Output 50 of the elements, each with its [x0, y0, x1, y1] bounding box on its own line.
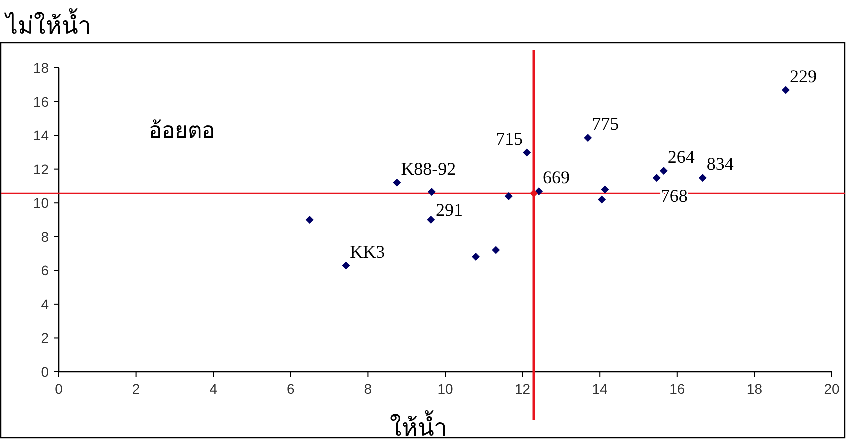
- x-tick-label: 10: [438, 381, 454, 397]
- y-tick-label: 4: [41, 296, 50, 312]
- x-tick-label: 14: [592, 381, 608, 397]
- x-tick-label: 0: [55, 381, 64, 397]
- point: [652, 174, 661, 182]
- annotation: 775: [592, 114, 620, 134]
- point: [598, 196, 606, 204]
- point: [523, 148, 532, 157]
- y-tick-label: 18: [33, 60, 50, 76]
- annotation: 669: [543, 168, 570, 188]
- x-tick-label: 18: [746, 381, 763, 397]
- y-axis-title: ไม่ให้น้ำ: [4, 8, 91, 40]
- annotation: 715: [496, 128, 524, 149]
- y-tick-label: 16: [33, 94, 50, 110]
- point: [427, 216, 436, 224]
- point: [584, 134, 592, 142]
- y-tick-label: 12: [33, 161, 50, 178]
- annotation: KK3: [350, 242, 386, 262]
- annotation: K88-92: [401, 158, 456, 179]
- point: [601, 186, 610, 194]
- x-axis-title: ให้น้ำ: [390, 410, 447, 439]
- point: [504, 192, 513, 201]
- point: [782, 86, 790, 94]
- annotation: 291: [436, 200, 463, 220]
- point: [492, 246, 500, 254]
- y-tick-label: 10: [33, 195, 50, 212]
- point: [428, 188, 436, 196]
- y-tick-label: 8: [41, 228, 50, 245]
- point: [698, 174, 707, 182]
- x-tick-label: 4: [210, 381, 218, 397]
- x-tick-label: 12: [515, 381, 531, 397]
- point: [342, 262, 350, 270]
- x-tick-label: 16: [670, 381, 686, 397]
- point: [306, 216, 314, 224]
- annotation: 264: [668, 147, 695, 168]
- annotation: อ้อยตอ: [149, 118, 215, 143]
- point: [535, 188, 544, 196]
- point: [660, 167, 668, 176]
- y-tick-label: 14: [33, 128, 50, 144]
- x-tick-label: 2: [132, 381, 140, 397]
- annotation: 834: [706, 154, 734, 174]
- y-tick-label: 0: [41, 364, 50, 380]
- y-tick-label: 6: [41, 262, 50, 279]
- y-tick-label: 2: [41, 330, 50, 346]
- annotation: 229: [790, 66, 818, 86]
- point: [472, 252, 480, 261]
- x-tick-label: 8: [364, 381, 372, 397]
- point: [393, 178, 402, 187]
- x-tick-label: 20: [824, 381, 840, 397]
- x-tick-label: 6: [287, 381, 295, 397]
